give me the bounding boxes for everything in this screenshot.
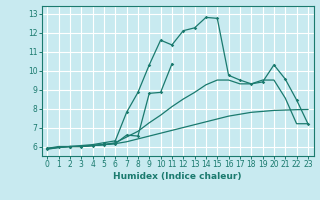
X-axis label: Humidex (Indice chaleur): Humidex (Indice chaleur): [113, 172, 242, 181]
